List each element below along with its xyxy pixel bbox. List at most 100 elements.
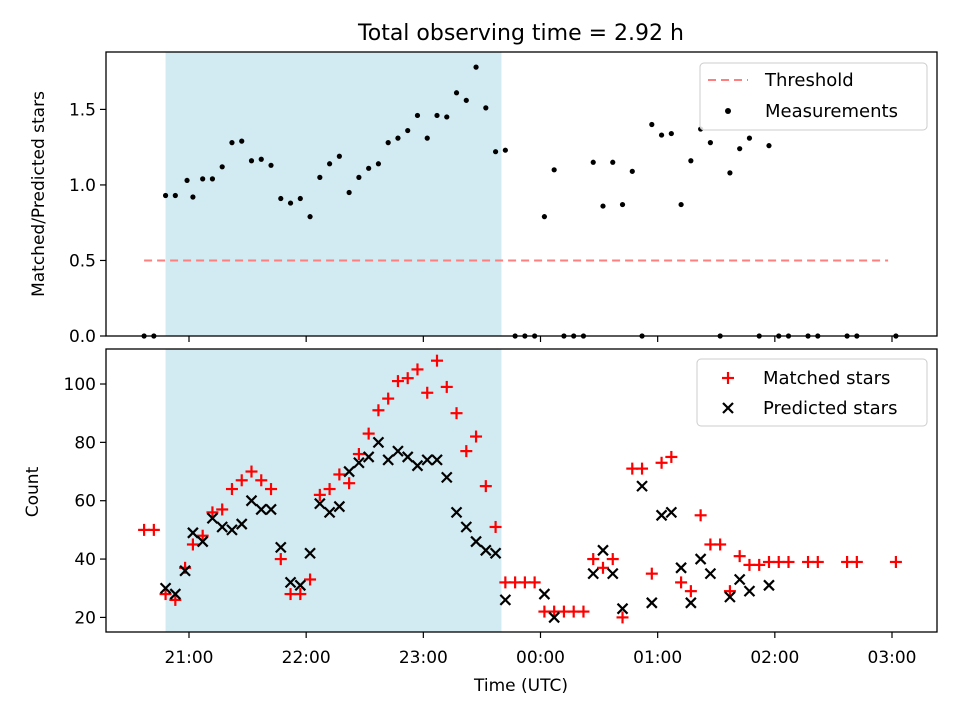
predicted-star-point [655, 509, 668, 522]
x-tick-label: 23:00 [399, 648, 448, 668]
matched-star-point [343, 477, 356, 490]
predicted-star-point [179, 564, 191, 577]
matched-star-point [411, 363, 424, 376]
predicted-star-point [548, 611, 560, 624]
matched-star-point [245, 465, 258, 478]
matched-star-point [362, 427, 375, 440]
x-tick-label: 00:00 [516, 648, 565, 668]
predicted-star-point [480, 544, 492, 557]
predicted-star-point [616, 602, 629, 615]
bottom-axes-frame [105, 348, 938, 633]
predicted-star-point [226, 524, 238, 536]
predicted-star-point [401, 451, 414, 463]
measurement-point [541, 214, 548, 220]
matched-star-point [323, 483, 336, 496]
top-legend-box [699, 62, 928, 131]
predicted-star-point [353, 457, 365, 469]
measurement-point [278, 195, 284, 202]
matched-star-point [206, 506, 219, 519]
measurement-point [746, 135, 753, 141]
predicted-star-point [646, 597, 658, 609]
predicted-star-point [704, 567, 717, 580]
y-tick-label: 1.5 [69, 100, 96, 120]
bottom-y-ticks: 20 40 60 80 100 [64, 375, 106, 628]
legend-predicted-label: Predicted stars [763, 398, 897, 419]
measurement-point [551, 167, 557, 173]
measurement-point [317, 174, 323, 180]
matched-star-point [528, 576, 541, 589]
legend-threshold-label: Threshold [764, 70, 854, 91]
matched-star-point [274, 553, 287, 566]
predicted-star-point [333, 500, 346, 513]
measurement-point [385, 140, 391, 146]
predicted-star-point [743, 585, 756, 597]
measurement-point [424, 135, 430, 141]
measurement-point [184, 177, 190, 184]
chart-title: Total observing time = 2.92 h [357, 21, 684, 46]
measurement-point [688, 158, 694, 164]
measurement-point [600, 203, 606, 209]
measurement-point [444, 114, 450, 120]
predicted-star-point [538, 588, 551, 600]
top-legend: Threshold Measurements [699, 62, 928, 131]
predicted-star-point [606, 567, 619, 580]
predicted-star-point [440, 471, 453, 484]
y-tick-label: 40 [74, 550, 96, 570]
matched-star-point [255, 474, 268, 487]
matched-star-point [294, 588, 307, 601]
measurement-point [610, 159, 616, 165]
measurement-point [268, 162, 274, 168]
matched-star-point [694, 509, 707, 522]
predicted-star-point [169, 588, 182, 600]
predicted-star-point [411, 459, 424, 472]
measurement-point [629, 168, 635, 174]
matched-star-point [811, 555, 824, 568]
bottom-legend-box [696, 358, 928, 427]
matched-star-point [313, 488, 326, 501]
matched-star-point [733, 550, 746, 563]
predicted-star-point [675, 562, 687, 574]
predicted-star-point [460, 521, 473, 533]
predicted-star-point [323, 506, 336, 519]
x-axis-label: Time (UTC) [473, 676, 568, 696]
measurement-point [258, 156, 264, 162]
matched-star-point [401, 372, 414, 385]
measurement-point [727, 170, 733, 176]
matched-star-point [333, 468, 346, 481]
matched-star-point [684, 585, 697, 598]
measurement-point [287, 200, 294, 206]
matched-star-point [216, 503, 229, 516]
top-y-axis-label: Matched/Predicted stars [29, 91, 49, 297]
matched-star-point [665, 450, 678, 463]
top-axes-frame [105, 51, 938, 337]
matched-star-point [159, 588, 172, 601]
matched-star-point [714, 538, 727, 551]
legend-predicted-swatch [722, 402, 734, 414]
predicted-star-point [284, 576, 297, 589]
matched-star-point [372, 404, 385, 417]
matched-star-point [421, 386, 434, 399]
bottom-panel: 20 40 60 80 100 21:00 22:00 23:00 00:00 01:00 02:… [23, 348, 938, 696]
predicted-star-point [431, 454, 443, 466]
measurement-point [346, 189, 352, 196]
matched-star-point [440, 380, 453, 393]
measurement-point [649, 121, 655, 128]
matched-star-point [225, 483, 238, 496]
bottom-shaded-interval [165, 349, 502, 632]
measurement-point [590, 159, 596, 165]
measurement-point [200, 176, 206, 182]
matched-star-point [636, 462, 649, 475]
top-shaded-interval [165, 52, 502, 336]
predicted-star-point [763, 579, 775, 592]
top-y-ticks: 0.0 0.5 1.0 1.5 [69, 100, 106, 347]
matched-star-point [147, 523, 160, 536]
bottom-x-ticks: 21:00 22:00 23:00 00:00 01:00 02:00 03:00 [165, 632, 917, 668]
top-x-ticks [188, 336, 893, 342]
predicted-star-point [685, 597, 697, 609]
y-tick-label: 0.0 [69, 327, 96, 347]
measurement-point [229, 140, 235, 146]
legend-matched-swatch [722, 372, 734, 384]
predicted-star-point [587, 567, 600, 580]
measurement-point [668, 130, 674, 137]
x-tick-label: 21:00 [165, 648, 214, 668]
